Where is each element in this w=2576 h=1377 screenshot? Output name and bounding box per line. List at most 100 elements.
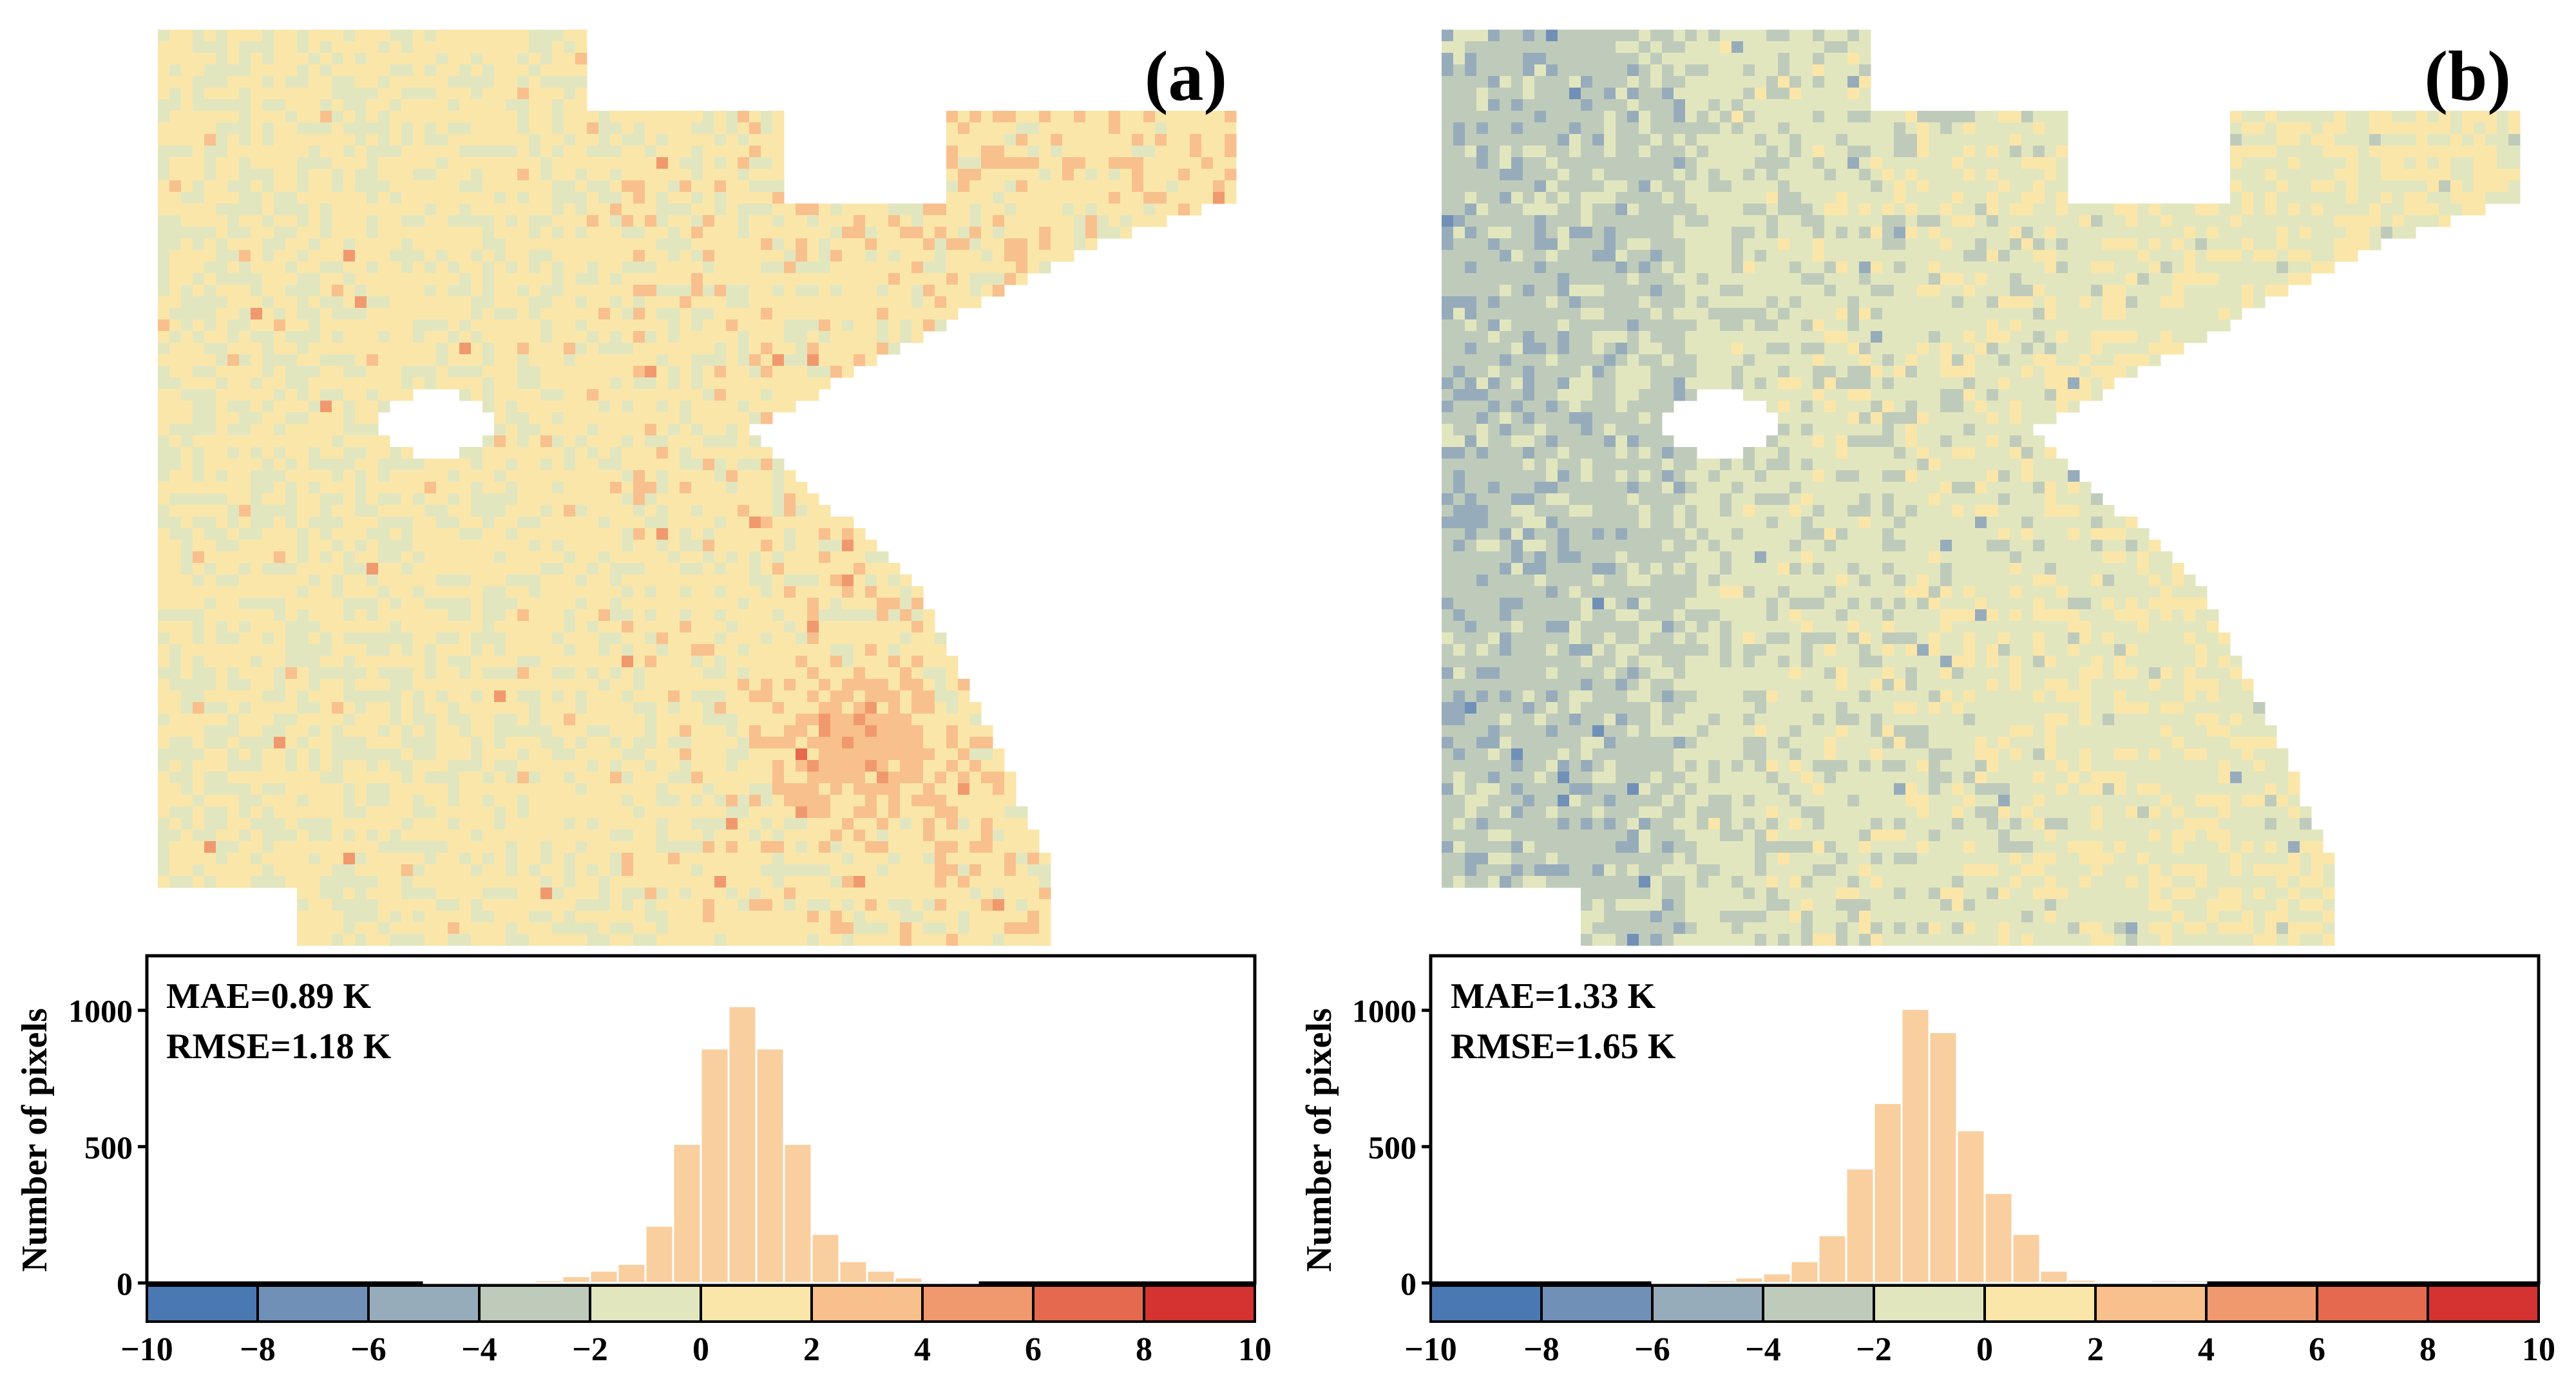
map-pixel	[1039, 122, 1051, 135]
map-pixel	[761, 470, 773, 482]
map-pixel	[158, 551, 170, 564]
map-pixel	[645, 122, 657, 135]
map-pixel	[425, 737, 437, 749]
map-pixel	[285, 830, 298, 842]
map-pixel	[158, 250, 170, 262]
map-pixel	[262, 772, 274, 784]
map-pixel	[877, 795, 889, 807]
map-pixel	[482, 169, 495, 181]
map-pixel	[367, 192, 379, 204]
map-pixel	[285, 180, 298, 193]
map-pixel	[865, 690, 877, 703]
map-pixel	[529, 644, 541, 656]
map-pixel	[436, 459, 448, 471]
map-pixel	[227, 876, 240, 888]
map-pixel	[819, 609, 831, 622]
map-pixel	[993, 238, 1005, 251]
map-pixel	[540, 609, 553, 622]
map-pixel	[367, 204, 379, 216]
map-pixel	[622, 841, 634, 853]
map-pixel	[911, 795, 924, 807]
map-pixel	[239, 806, 251, 819]
map-pixel	[819, 899, 831, 911]
map-pixel	[842, 714, 854, 726]
map-pixel	[494, 30, 506, 42]
map-pixel	[529, 30, 541, 42]
map-pixel	[471, 53, 483, 65]
map-pixel	[158, 215, 170, 227]
map-pixel	[216, 389, 228, 401]
map-pixel	[703, 772, 715, 784]
map-pixel	[216, 250, 228, 262]
map-pixel	[1074, 204, 1086, 216]
map-pixel	[564, 493, 576, 506]
map-pixel	[285, 99, 298, 111]
map-pixel	[193, 818, 205, 830]
map-pixel	[935, 772, 947, 784]
map-pixel	[378, 250, 390, 262]
map-pixel	[761, 864, 773, 877]
map-pixel	[297, 30, 309, 42]
map-pixel	[981, 841, 993, 853]
map-pixel	[807, 679, 819, 691]
map-pixel	[367, 621, 379, 633]
map-pixel	[946, 273, 959, 285]
map-pixel	[378, 667, 390, 679]
map-pixel	[622, 621, 634, 633]
map-pixel	[726, 783, 738, 795]
map-pixel	[1062, 227, 1074, 239]
map-pixel	[564, 690, 576, 703]
map-pixel	[993, 261, 1005, 274]
map-pixel	[459, 354, 472, 366]
map-pixel	[714, 864, 727, 877]
map-pixel	[309, 424, 321, 436]
map-pixel	[1004, 122, 1016, 135]
map-pixel	[807, 273, 819, 285]
map-pixel	[575, 99, 587, 111]
map-pixel	[772, 760, 785, 772]
map-pixel	[645, 609, 657, 622]
map-pixel	[900, 783, 912, 795]
map-pixel	[1085, 122, 1098, 135]
map-pixel	[297, 273, 309, 285]
map-pixel	[343, 250, 356, 262]
map-pixel	[390, 308, 402, 320]
map-pixel	[969, 146, 982, 158]
map-pixel	[216, 343, 228, 355]
map-pixel	[784, 621, 796, 633]
map-pixel	[494, 169, 506, 181]
map-pixel	[320, 389, 332, 401]
map-pixel	[726, 806, 738, 819]
map-pixel	[691, 401, 703, 413]
map-pixel	[436, 690, 448, 703]
map-pixel	[656, 783, 669, 795]
map-pixel	[158, 157, 170, 169]
map-pixel	[181, 250, 193, 262]
map-pixel	[958, 296, 970, 309]
map-pixel	[343, 528, 356, 540]
map-pixel	[436, 864, 448, 877]
map-pixel	[239, 470, 251, 482]
map-pixel	[482, 296, 495, 309]
map-pixel	[622, 435, 634, 448]
map-pixel	[807, 772, 819, 784]
map-pixel	[807, 830, 819, 842]
map-pixel	[413, 88, 425, 100]
map-pixel	[1062, 192, 1074, 204]
map-pixel	[343, 772, 356, 784]
map-pixel	[239, 841, 251, 853]
map-pixel	[540, 389, 553, 401]
map-pixel	[958, 285, 970, 297]
map-pixel	[540, 876, 553, 888]
map-pixel	[668, 250, 680, 262]
map-pixel	[459, 517, 472, 529]
map-pixel	[193, 64, 205, 77]
map-pixel	[796, 308, 808, 320]
map-pixel	[703, 296, 715, 309]
map-pixel	[436, 99, 448, 111]
map-pixel	[761, 853, 773, 865]
map-pixel	[239, 853, 251, 865]
map-pixel	[297, 99, 309, 111]
map-pixel	[471, 783, 483, 795]
map-pixel	[923, 319, 935, 332]
